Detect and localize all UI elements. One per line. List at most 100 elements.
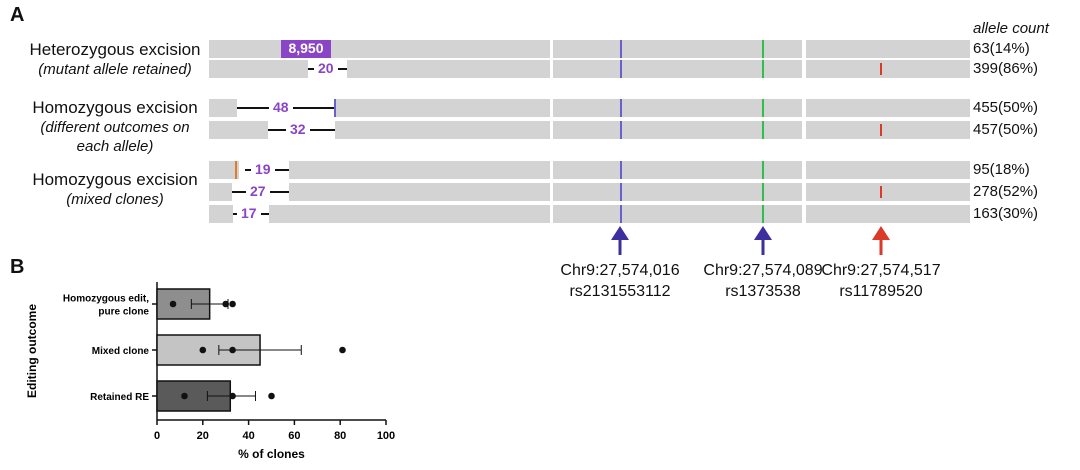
- allele-count: 278(52%): [973, 183, 1039, 200]
- snp-arrow-2: [754, 226, 772, 255]
- snp-mark-1: [620, 99, 622, 117]
- snp-arrow-3: [872, 226, 890, 255]
- snp-mark-3: [880, 186, 882, 198]
- allele-segment: [209, 183, 232, 201]
- group-subtitle: each allele): [76, 138, 154, 155]
- group-3-label: Homozygous excision (mixed clones): [0, 170, 230, 209]
- group-2-label: Homozygous excision (different outcomes …: [0, 98, 230, 156]
- allele-segment: [269, 205, 550, 223]
- group-title: Homozygous excision: [32, 170, 198, 189]
- allele-count: 457(50%): [973, 121, 1039, 138]
- allele-segment: [806, 183, 970, 201]
- allele-count: 455(50%): [973, 99, 1039, 116]
- group-title: Homozygous excision: [32, 98, 198, 117]
- data-point: [229, 392, 236, 400]
- x-tick-label: 100: [377, 430, 395, 442]
- snp-id: rs1373538: [725, 283, 801, 300]
- allele-segment: [553, 99, 802, 117]
- allele-segment: [806, 161, 970, 179]
- snp-label-3: Chr9:27,574,517 rs11789520: [806, 260, 956, 302]
- snp-position: Chr9:27,574,089: [703, 262, 823, 279]
- snp-mark-2: [762, 161, 764, 179]
- deletion-label: 48: [269, 99, 293, 115]
- snp-arrow-1: [611, 226, 629, 255]
- allele-segment: [289, 183, 550, 201]
- panel-a-letter: A: [10, 4, 25, 26]
- panel-b-letter: B: [10, 256, 25, 278]
- allele-segment: [553, 183, 802, 201]
- x-tick-label: 0: [154, 430, 160, 442]
- allele-segment: [331, 40, 550, 58]
- x-tick-label: 40: [242, 430, 254, 442]
- allele-segment: [209, 121, 268, 139]
- data-point: [339, 346, 346, 354]
- snp-mark-2: [762, 183, 764, 201]
- snp-mark-2: [762, 205, 764, 223]
- data-point: [169, 300, 177, 308]
- deletion-label: 19: [251, 161, 275, 177]
- allele-segment: [209, 99, 237, 117]
- allele-segment: [209, 60, 308, 78]
- category-label: Mixed clone: [92, 346, 150, 357]
- snp-mark-2: [762, 40, 764, 58]
- x-axis-title: % of clones: [238, 447, 305, 461]
- allele-segment: [806, 99, 970, 117]
- variant-mark: [334, 99, 336, 117]
- snp-label-2: Chr9:27,574,089 rs1373538: [688, 260, 838, 302]
- allele-segment: [553, 60, 802, 78]
- allele-count: 63(14%): [973, 40, 1030, 57]
- allele-segment: [209, 161, 239, 179]
- x-tick-label: 80: [334, 430, 346, 442]
- data-point: [229, 346, 236, 354]
- allele-count: 95(18%): [973, 161, 1030, 178]
- editing-outcome-chart: 0 20 40 60 80 100 % of clones Editing outcome Ho…: [25, 282, 395, 461]
- allele-count-header: allele count: [973, 20, 1049, 37]
- allele-segment: [806, 40, 970, 58]
- data-point: [268, 392, 275, 400]
- allele-segment: [553, 121, 802, 139]
- snp-position: Chr9:27,574,517: [821, 262, 941, 279]
- snp-mark-2: [762, 121, 764, 139]
- x-tick-label: 20: [197, 430, 209, 442]
- snp-mark-1: [620, 161, 622, 179]
- data-point: [181, 392, 188, 400]
- allele-segment: [347, 60, 550, 78]
- group-subtitle: (mixed clones): [66, 191, 164, 208]
- data-point: [229, 300, 236, 308]
- snp-mark-2: [762, 60, 764, 78]
- allele-segment: [806, 60, 970, 78]
- allele-segment: [209, 40, 281, 58]
- snp-label-1: Chr9:27,574,016 rs2131553112: [545, 260, 695, 302]
- group-title: Heterozygous excision: [29, 40, 201, 59]
- category-label: Retained RE: [90, 392, 149, 403]
- allele-segment: [553, 205, 802, 223]
- snp-mark-2: [762, 99, 764, 117]
- snp-mark-1: [620, 183, 622, 201]
- allele-count: 399(86%): [973, 60, 1039, 77]
- allele-segment: [806, 205, 970, 223]
- x-tick-label: 60: [288, 430, 300, 442]
- deletion-label: 20: [314, 60, 338, 76]
- group-subtitle: (different outcomes on: [40, 119, 190, 136]
- snp-id: rs11789520: [839, 283, 923, 300]
- allele-segment: [289, 161, 550, 179]
- snp-id: rs2131553112: [569, 283, 671, 300]
- group-subtitle: (mutant allele retained): [38, 61, 192, 78]
- deletion-label: 32: [286, 121, 310, 137]
- snp-mark-1: [620, 60, 622, 78]
- allele-segment: [209, 205, 233, 223]
- data-point: [199, 346, 207, 354]
- allele-segment: [335, 99, 550, 117]
- allele-segment: [806, 121, 970, 139]
- allele-segment: [553, 161, 802, 179]
- snp-mark-1: [620, 205, 622, 223]
- deletion-label: 27: [246, 183, 270, 199]
- snp-mark-1: [620, 40, 622, 58]
- allele-segment: [553, 40, 802, 58]
- variant-mark: [235, 161, 237, 179]
- deletion-label: 17: [237, 205, 261, 221]
- group-1-label: Heterozygous excision (mutant allele ret…: [0, 40, 230, 79]
- data-point: [222, 300, 229, 308]
- allele-count: 163(30%): [973, 205, 1039, 222]
